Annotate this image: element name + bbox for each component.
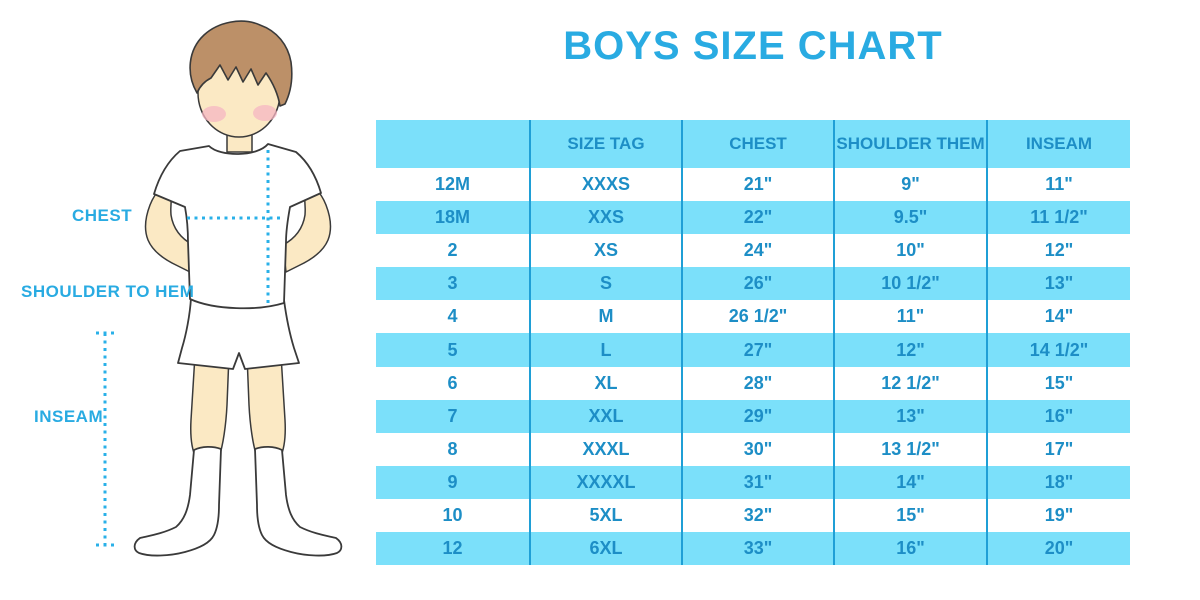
shoulder-to-hem-label: SHOULDER TO HEM <box>21 282 195 301</box>
arm <box>144 174 194 273</box>
table-cell: L <box>529 333 681 367</box>
header-cell <box>376 120 529 168</box>
table-cell: 18" <box>986 465 1130 499</box>
table-cell: 16" <box>833 532 986 566</box>
table-cell: 10" <box>833 234 986 268</box>
table-cell: 7 <box>376 399 529 433</box>
table-cell: 28" <box>681 366 833 400</box>
inseam-label: INSEAM <box>34 407 104 426</box>
table-cell: 17" <box>986 432 1130 466</box>
table-cell: 9 <box>376 465 529 499</box>
table-cell: 24" <box>681 234 833 268</box>
table-cell: 2 <box>447 240 458 261</box>
table-cell: 27" <box>681 333 833 367</box>
table-cell: 26 1/2" <box>681 300 833 334</box>
hair <box>189 20 293 107</box>
table-cell: 13" <box>986 267 1130 301</box>
table-cell: 32" <box>681 498 833 533</box>
table-cell: 12 1/2" <box>833 366 986 400</box>
table-cell: 22" <box>681 201 833 235</box>
table-cell: 26" <box>681 267 833 301</box>
table-cell: 12" <box>833 333 986 367</box>
table-cell: 13" <box>833 399 986 433</box>
table-cell: 14" <box>833 465 986 499</box>
t-shirt <box>153 143 322 310</box>
header-cell: INSEAM <box>986 120 1130 168</box>
table-cell: 30" <box>681 432 833 466</box>
table-cell: 14 1/2" <box>986 333 1130 367</box>
header-cell: SHOULDER THEM <box>833 120 986 168</box>
chest-label: CHEST <box>72 206 133 225</box>
measurement-guides <box>96 150 284 547</box>
page-title: BOYS SIZE CHART <box>563 24 943 68</box>
table-cell: M <box>529 300 681 334</box>
table-cell: 11 1/2" <box>986 201 1130 235</box>
table-cell: 20" <box>986 532 1130 566</box>
table-cell: 5 <box>376 333 529 367</box>
size-table: SIZE TAG CHEST SHOULDER THEM INSEAM 12M XXXS 2… <box>376 120 1130 566</box>
table-cell: 31" <box>681 465 833 499</box>
cheek-right <box>253 105 277 121</box>
header-cell: SIZE TAG <box>529 120 681 168</box>
table-cell: 11" <box>986 168 1130 202</box>
table-cell: 14" <box>986 300 1130 334</box>
table-cell: 18M <box>376 201 529 235</box>
table-cell: 29" <box>681 399 833 433</box>
boy-figure-illustration <box>96 20 343 557</box>
table-cell: 6 <box>447 372 458 393</box>
table-cell: 12M <box>434 174 470 195</box>
table-cell: 12" <box>986 234 1130 268</box>
table-cell: 12 <box>376 532 529 566</box>
table-cell: 16" <box>986 399 1130 433</box>
table-cell: 15" <box>986 366 1130 400</box>
table-cell: 10 <box>442 504 463 525</box>
table-cell: XL <box>529 366 681 400</box>
table-cell: 3 <box>376 267 529 301</box>
table-cell: 11" <box>833 300 986 334</box>
table-cell: 9.5" <box>833 201 986 235</box>
table-cell: 33" <box>681 532 833 566</box>
table-cell: 21" <box>681 168 833 202</box>
table-cell: 10 1/2" <box>833 267 986 301</box>
table-cell: XXS <box>529 201 681 235</box>
table-cell: 13 1/2" <box>833 432 986 466</box>
table-cell: XXXXL <box>529 465 681 499</box>
table-cell: XXXS <box>529 168 681 202</box>
table-cell: 6XL <box>529 532 681 566</box>
table-cell: XXL <box>529 399 681 433</box>
table-cell: 15" <box>833 498 986 533</box>
table-cell: 19" <box>986 498 1130 533</box>
table-cell: 4 <box>447 306 458 327</box>
table-cell: 5XL <box>529 498 681 533</box>
table-cell: XS <box>529 234 681 268</box>
table-cell: XXXL <box>529 432 681 466</box>
table-cell: S <box>529 267 681 301</box>
table-cell: 8 <box>447 438 458 459</box>
header-cell: CHEST <box>681 120 833 168</box>
cheek-left <box>202 106 226 122</box>
leg-and-sock <box>133 354 230 557</box>
table-cell: 9" <box>833 168 986 202</box>
